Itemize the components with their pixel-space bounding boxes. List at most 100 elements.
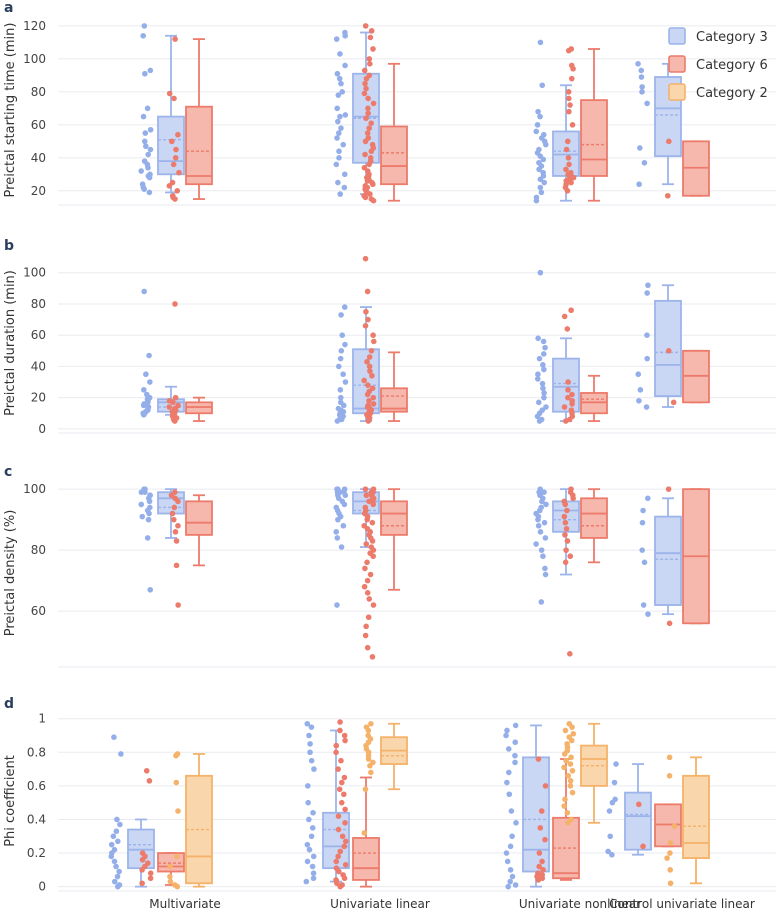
data-point[interactable]: [536, 507, 543, 514]
data-point[interactable]: [534, 122, 541, 128]
data-point[interactable]: [366, 125, 373, 131]
box-univariate-nonlinear-category-3[interactable]: [503, 722, 550, 890]
box-control-univariate-linear-category-3[interactable]: [635, 61, 682, 188]
data-point[interactable]: [172, 301, 178, 307]
box-control-univariate-linear-category-2[interactable]: [664, 754, 710, 887]
data-point[interactable]: [671, 823, 678, 829]
data-point[interactable]: [364, 577, 371, 584]
data-point[interactable]: [542, 571, 549, 578]
data-point[interactable]: [512, 739, 519, 746]
data-point[interactable]: [141, 186, 147, 192]
data-point[interactable]: [644, 355, 650, 362]
data-point[interactable]: [533, 197, 540, 204]
data-point[interactable]: [364, 358, 370, 365]
data-point[interactable]: [337, 719, 343, 725]
data-point[interactable]: [175, 498, 181, 505]
data-point[interactable]: [540, 338, 547, 345]
box-univariate-nonlinear-category-3[interactable]: [533, 486, 580, 605]
data-point[interactable]: [361, 90, 368, 97]
box-control-univariate-linear-category-6[interactable]: [665, 486, 710, 627]
data-point[interactable]: [337, 51, 343, 57]
data-point[interactable]: [173, 562, 180, 569]
data-point[interactable]: [142, 130, 149, 136]
data-point[interactable]: [333, 858, 340, 865]
data-point[interactable]: [142, 70, 148, 77]
data-point[interactable]: [566, 108, 572, 115]
data-point[interactable]: [139, 513, 146, 520]
legend-item-category-6[interactable]: Category 6: [668, 55, 768, 73]
data-point[interactable]: [338, 757, 344, 764]
data-point[interactable]: [342, 862, 349, 868]
data-point[interactable]: [535, 371, 541, 378]
data-point[interactable]: [147, 146, 154, 153]
data-point[interactable]: [512, 722, 519, 729]
data-point[interactable]: [565, 773, 572, 779]
data-point[interactable]: [341, 791, 347, 798]
box-multivariate-category-6[interactable]: [168, 489, 213, 608]
data-point[interactable]: [337, 355, 344, 362]
box-univariate-linear-category-6[interactable]: [361, 23, 408, 204]
data-point[interactable]: [507, 843, 514, 850]
data-point[interactable]: [540, 385, 546, 392]
data-point[interactable]: [564, 138, 571, 145]
iqr-box[interactable]: [157, 115, 185, 176]
data-point[interactable]: [342, 737, 348, 744]
data-point[interactable]: [335, 92, 342, 98]
data-point[interactable]: [613, 761, 619, 767]
data-point[interactable]: [542, 344, 548, 351]
data-point[interactable]: [568, 179, 574, 186]
data-point[interactable]: [333, 749, 339, 756]
iqr-box[interactable]: [580, 99, 608, 177]
data-point[interactable]: [505, 883, 512, 890]
data-point[interactable]: [370, 602, 377, 608]
data-point[interactable]: [334, 70, 341, 77]
data-point[interactable]: [141, 23, 148, 29]
box-univariate-nonlinear-category-6[interactable]: [561, 486, 608, 657]
data-point[interactable]: [147, 379, 153, 385]
data-point[interactable]: [503, 732, 509, 739]
data-point[interactable]: [338, 80, 344, 87]
data-point[interactable]: [542, 535, 549, 541]
data-point[interactable]: [145, 516, 152, 523]
box-control-univariate-linear-category-3[interactable]: [605, 761, 652, 858]
box-univariate-nonlinear-category-6[interactable]: [561, 307, 608, 424]
data-point[interactable]: [636, 181, 642, 188]
data-point[interactable]: [114, 816, 120, 823]
data-point[interactable]: [311, 766, 317, 772]
data-point[interactable]: [173, 146, 179, 153]
data-point[interactable]: [664, 855, 670, 861]
data-point[interactable]: [310, 809, 316, 816]
data-point[interactable]: [310, 870, 317, 877]
data-point[interactable]: [175, 131, 181, 138]
data-point[interactable]: [536, 166, 542, 173]
data-point[interactable]: [342, 32, 348, 39]
box-univariate-nonlinear-category-3[interactable]: [534, 269, 580, 424]
box-univariate-linear-category-6[interactable]: [361, 255, 408, 424]
data-point[interactable]: [564, 326, 571, 332]
data-point[interactable]: [643, 404, 650, 410]
data-point[interactable]: [562, 796, 568, 803]
data-point[interactable]: [362, 486, 369, 492]
data-point[interactable]: [336, 155, 342, 161]
iqr-box[interactable]: [380, 125, 408, 186]
data-point[interactable]: [562, 532, 568, 538]
data-point[interactable]: [341, 304, 348, 310]
data-point[interactable]: [635, 61, 641, 67]
data-point[interactable]: [568, 737, 575, 744]
data-point[interactable]: [363, 541, 370, 547]
data-point[interactable]: [537, 184, 544, 191]
data-point[interactable]: [335, 826, 342, 833]
data-point[interactable]: [338, 348, 345, 354]
data-point[interactable]: [362, 255, 369, 262]
data-point[interactable]: [542, 141, 549, 148]
data-point[interactable]: [540, 156, 547, 163]
data-point[interactable]: [304, 858, 311, 865]
data-point[interactable]: [114, 883, 121, 890]
data-point[interactable]: [535, 108, 541, 115]
data-point[interactable]: [342, 112, 349, 118]
data-point[interactable]: [337, 191, 344, 197]
data-point[interactable]: [172, 529, 179, 535]
data-point[interactable]: [365, 727, 372, 734]
data-point[interactable]: [170, 516, 177, 523]
data-point[interactable]: [609, 851, 615, 858]
